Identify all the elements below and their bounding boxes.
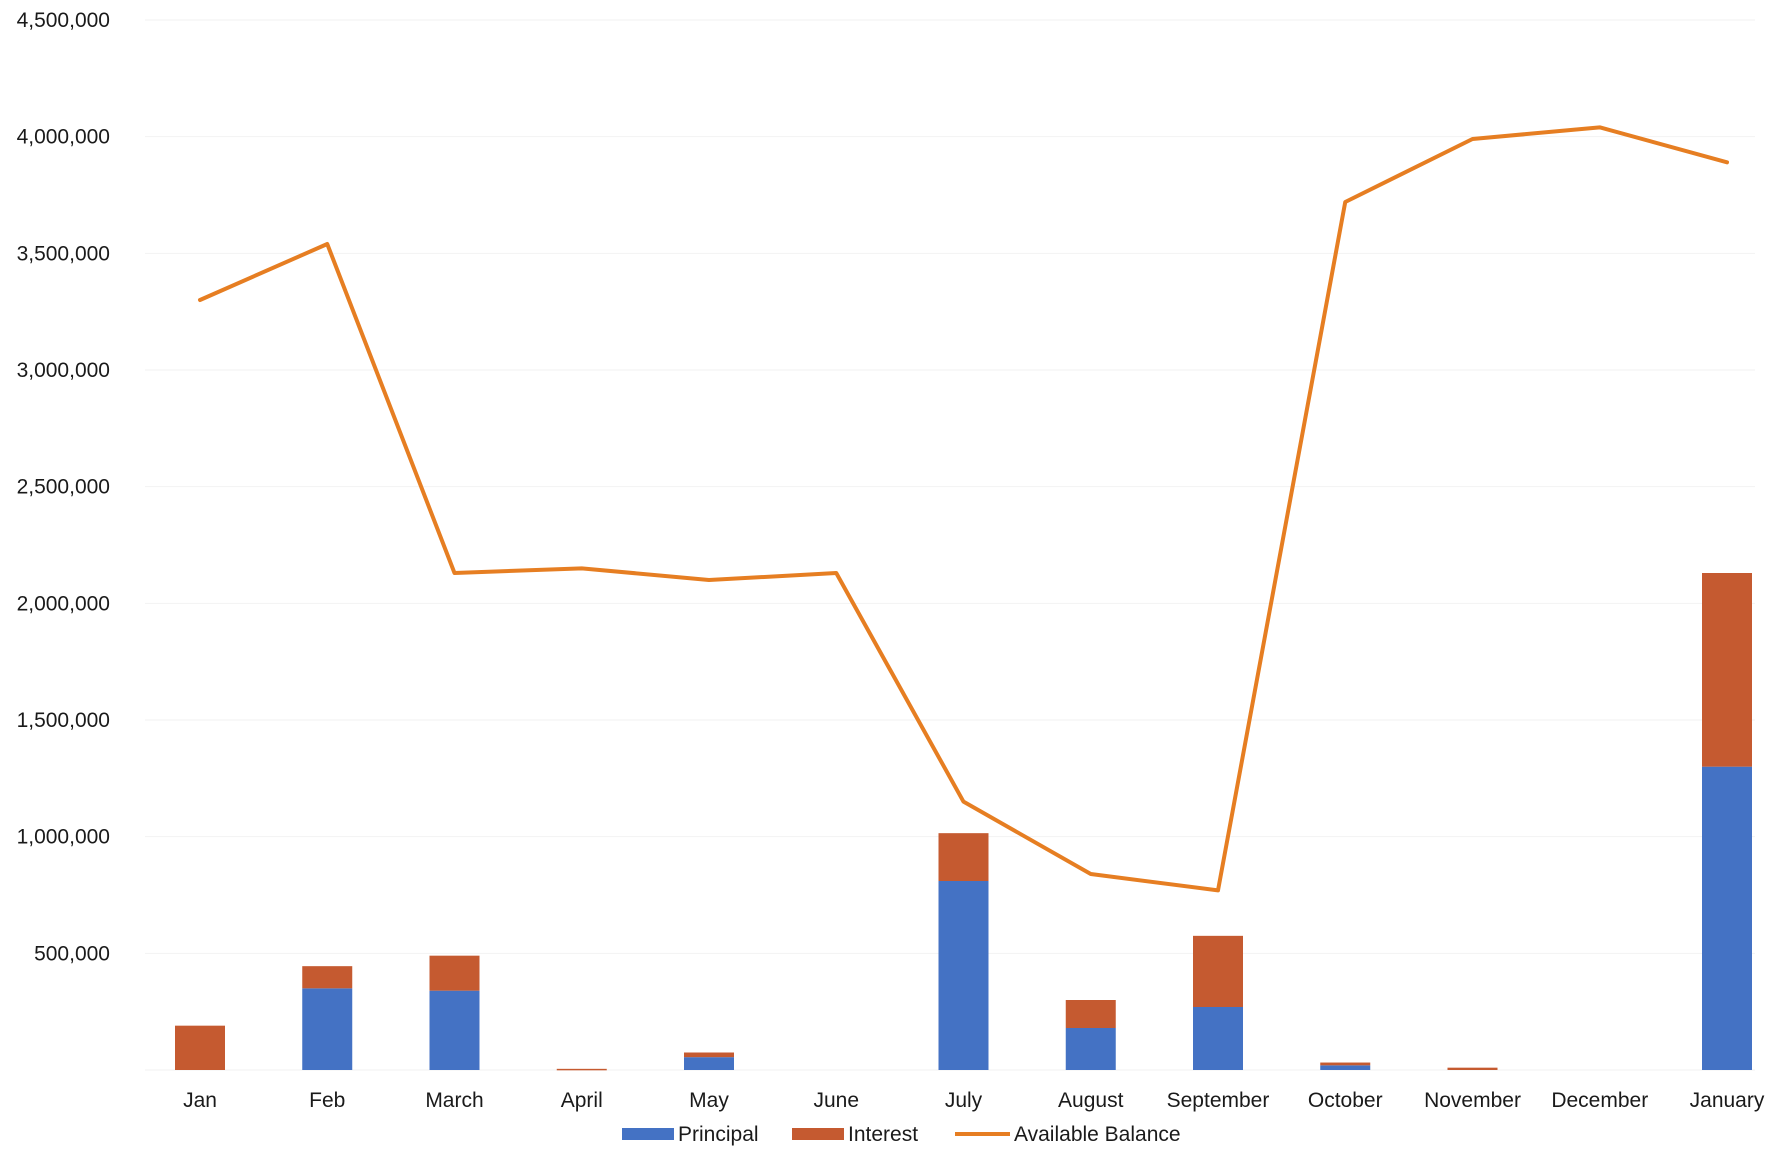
bar-principal (684, 1057, 734, 1070)
bar-interest (175, 1026, 225, 1070)
x-tick-label: July (945, 1089, 983, 1112)
y-axis-tick-labels: 500,000 1,000,000 1,500,000 2,000,000 2,500,… (17, 9, 110, 965)
x-tick-label: May (689, 1089, 729, 1112)
line-series (200, 127, 1727, 890)
x-tick-label: Feb (309, 1089, 345, 1112)
y-tick-label: 500,000 (34, 942, 110, 965)
y-tick-label: 3,500,000 (17, 242, 110, 265)
x-tick-label: October (1308, 1089, 1383, 1112)
x-tick-label: March (425, 1089, 483, 1112)
bar-interest (1066, 1000, 1116, 1028)
legend-item: Available Balance (955, 1123, 1181, 1146)
bar-interest (1193, 936, 1243, 1007)
y-tick-label: 1,500,000 (17, 709, 110, 732)
x-tick-label: June (813, 1089, 859, 1112)
bar-principal (430, 991, 480, 1070)
bar-interest (684, 1053, 734, 1058)
bar-principal (1320, 1065, 1370, 1070)
legend: Principal Interest Available Balance (622, 1123, 1181, 1146)
bar-interest (1702, 573, 1752, 767)
legend-label: Interest (848, 1123, 918, 1146)
x-tick-label: January (1690, 1089, 1765, 1112)
legend-swatch (622, 1128, 674, 1140)
y-tick-label: 1,000,000 (17, 826, 110, 849)
y-tick-label: 3,000,000 (17, 359, 110, 382)
y-tick-label: 2,500,000 (17, 476, 110, 499)
legend-label: Principal (678, 1123, 759, 1146)
x-tick-label: August (1058, 1089, 1124, 1112)
balance-line (200, 127, 1727, 890)
bar-principal (939, 881, 989, 1070)
legend-item: Interest (792, 1123, 918, 1146)
x-tick-label: November (1424, 1089, 1521, 1112)
x-tick-label: December (1551, 1089, 1648, 1112)
bar-principal (1066, 1028, 1116, 1070)
bar-interest (939, 833, 989, 881)
bar-principal (302, 988, 352, 1070)
legend-label: Available Balance (1014, 1123, 1181, 1146)
bar-principal (1193, 1007, 1243, 1070)
bar-interest (1320, 1063, 1370, 1066)
y-tick-label: 4,000,000 (17, 126, 110, 149)
x-tick-label: Jan (183, 1089, 217, 1112)
bar-interest (1448, 1068, 1498, 1070)
y-tick-label: 4,500,000 (17, 9, 110, 32)
bars (175, 573, 1752, 1070)
bar-interest (302, 966, 352, 988)
legend-item: Principal (622, 1123, 759, 1146)
bar-interest (557, 1069, 607, 1071)
bar-interest (430, 956, 480, 991)
bar-principal (1702, 767, 1752, 1070)
x-tick-label: September (1167, 1089, 1270, 1112)
x-tick-label: April (561, 1089, 603, 1112)
x-axis-tick-labels: Jan Feb March April May June July August Septemb… (183, 1089, 1765, 1112)
y-tick-label: 2,000,000 (17, 592, 110, 615)
legend-swatch (792, 1128, 844, 1140)
